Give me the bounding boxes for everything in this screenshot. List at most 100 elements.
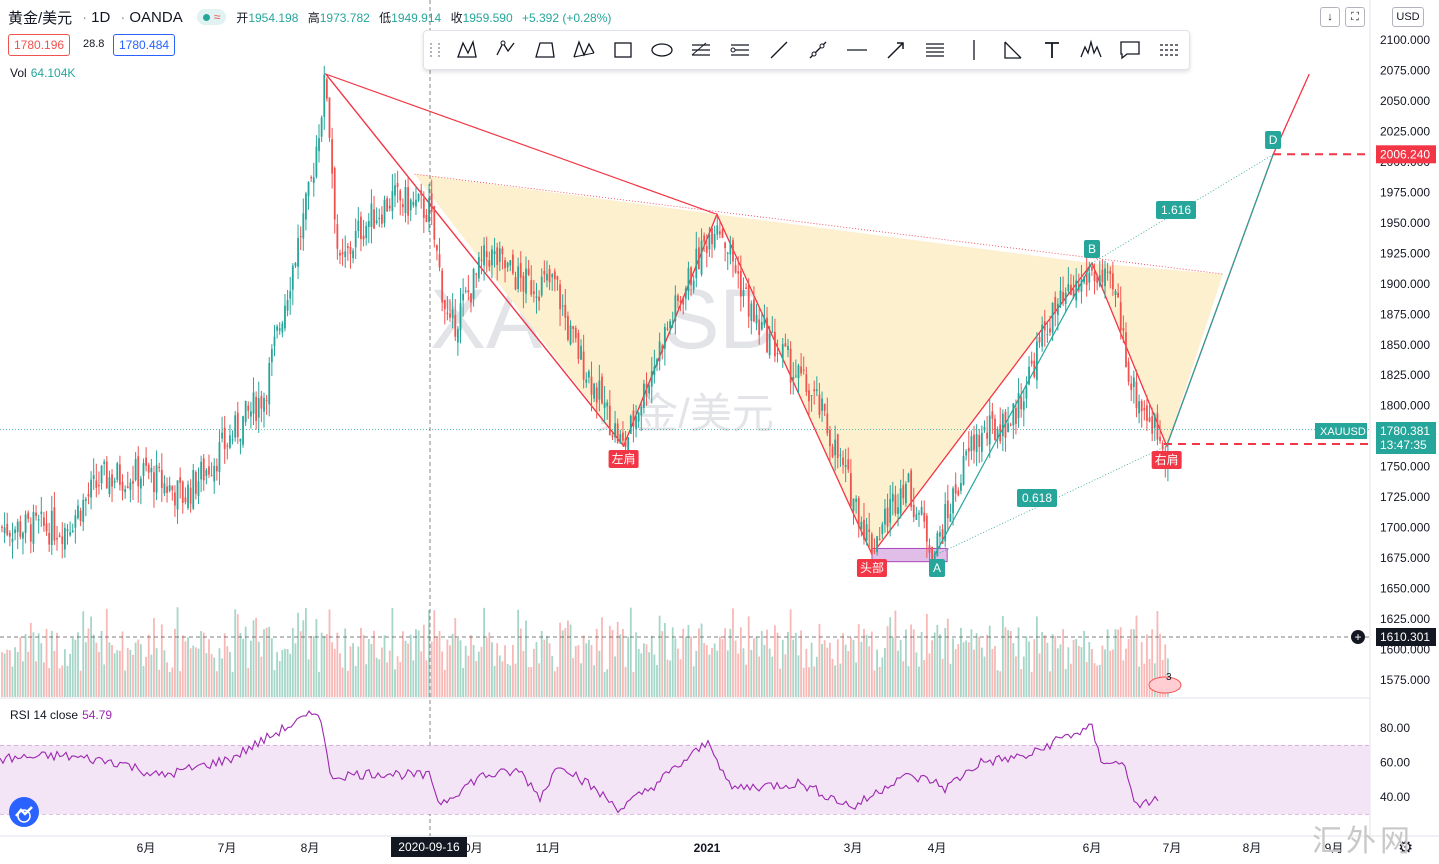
trend-line-icon[interactable] <box>766 37 792 63</box>
candle-body <box>514 277 517 290</box>
candle-body <box>98 484 100 487</box>
horizontal-line-icon[interactable] <box>844 37 870 63</box>
currency-button[interactable]: USD <box>1392 7 1424 27</box>
candle-body <box>577 333 580 359</box>
volume-bar <box>124 670 127 697</box>
candle-body <box>456 328 459 343</box>
crosshair-price-label: 1610.301 <box>1376 628 1436 646</box>
symbol-name[interactable]: 黄金/美元 <box>8 9 73 27</box>
rectangle-icon[interactable] <box>610 37 636 63</box>
volume-bar <box>745 664 747 697</box>
volume-bar <box>936 625 939 697</box>
volume-bar <box>318 671 320 697</box>
volume-bar <box>677 648 679 697</box>
volume-bar <box>1025 636 1028 697</box>
candle-body <box>601 376 603 404</box>
chart-settings-icon[interactable]: ⚙ <box>1398 838 1414 857</box>
volume-bar <box>145 656 147 697</box>
volume-bar <box>250 640 252 697</box>
volume-bar <box>1096 665 1099 697</box>
candle-body <box>936 533 939 557</box>
candle-body <box>849 473 852 507</box>
volume-bar <box>126 647 129 697</box>
candle-body <box>928 545 931 553</box>
label-left-shoulder-bg <box>608 450 639 468</box>
candle-body <box>878 539 881 541</box>
candle-body <box>1064 292 1067 304</box>
candle-body <box>755 314 758 324</box>
volume-bar <box>35 661 37 697</box>
settings-icon[interactable] <box>1156 37 1182 63</box>
callout-icon[interactable] <box>1117 37 1143 63</box>
candle-body <box>438 254 441 268</box>
fullscreen-icon[interactable]: ⛶ <box>1345 7 1365 27</box>
candle-body <box>433 206 436 240</box>
xabcd-pattern-icon[interactable] <box>454 37 480 63</box>
candle-body <box>525 268 527 294</box>
label-fib-high-bg <box>1156 201 1196 219</box>
market-status-badge[interactable]: ≈ <box>196 9 227 25</box>
volume-bar <box>684 636 687 697</box>
arrow-down-icon[interactable]: ↓ <box>1320 7 1340 27</box>
candle-body <box>100 465 103 484</box>
volume-bar <box>179 671 182 697</box>
ray-icon[interactable] <box>805 37 831 63</box>
text-icon[interactable] <box>1039 37 1065 63</box>
volume-bar <box>281 650 284 697</box>
tradingview-logo[interactable] <box>9 797 39 827</box>
head-shoulders-icon[interactable] <box>1078 37 1104 63</box>
candle-body <box>1012 403 1015 426</box>
volume-bar <box>139 644 142 697</box>
label-D-text: D <box>1269 133 1278 147</box>
candle-body <box>339 252 341 256</box>
parallel-channel-icon[interactable] <box>922 37 948 63</box>
label-fib-low-bg <box>1017 489 1057 507</box>
volume-bar <box>257 641 260 697</box>
volume-bar <box>357 646 360 697</box>
volume-bar <box>268 626 271 697</box>
candle-body <box>637 412 640 422</box>
volume-bar <box>897 650 899 697</box>
candle-body <box>226 445 229 447</box>
candle-body <box>619 434 622 444</box>
volume-bar <box>84 642 87 697</box>
candle-body <box>857 498 860 528</box>
candle-body <box>187 484 189 508</box>
vertical-line-icon[interactable] <box>961 37 987 63</box>
candle-body <box>902 485 905 499</box>
volume-bar <box>386 662 389 697</box>
volume-bar <box>967 642 970 697</box>
candle-body <box>703 235 706 242</box>
volume-bar <box>16 651 19 697</box>
ask-price[interactable]: 1780.484 <box>113 34 176 56</box>
volume-bar <box>663 623 666 697</box>
bid-price[interactable]: 1780.196 <box>8 34 71 56</box>
volume-bar <box>708 654 711 697</box>
candle-body <box>323 74 326 117</box>
interval[interactable]: 1D <box>91 8 111 26</box>
triangle-pattern-icon[interactable] <box>571 37 597 63</box>
candle-body <box>509 260 512 266</box>
cypher-pattern-icon[interactable] <box>493 37 519 63</box>
volume-bar <box>349 646 352 697</box>
candle-body <box>1020 396 1023 410</box>
candle-body <box>656 359 658 366</box>
volume-bar <box>1119 627 1122 697</box>
arrow-icon[interactable] <box>883 37 909 63</box>
fib-extension-icon[interactable] <box>727 37 753 63</box>
volume-bar <box>1083 630 1085 697</box>
abcd-pattern-icon[interactable] <box>532 37 558 63</box>
volume-bar <box>360 627 362 697</box>
fib-retracement-icon[interactable] <box>688 37 714 63</box>
candle-body <box>517 266 520 290</box>
ellipse-icon[interactable] <box>649 37 675 63</box>
candle-body <box>174 492 176 506</box>
volume-bar <box>459 640 462 697</box>
candle-body <box>635 416 637 429</box>
trend-angle-icon[interactable] <box>1000 37 1026 63</box>
drag-handle-icon[interactable] <box>430 43 440 57</box>
volume-bar <box>548 643 551 697</box>
candle-body <box>126 486 129 488</box>
high-value: 1973.782 <box>319 10 370 25</box>
